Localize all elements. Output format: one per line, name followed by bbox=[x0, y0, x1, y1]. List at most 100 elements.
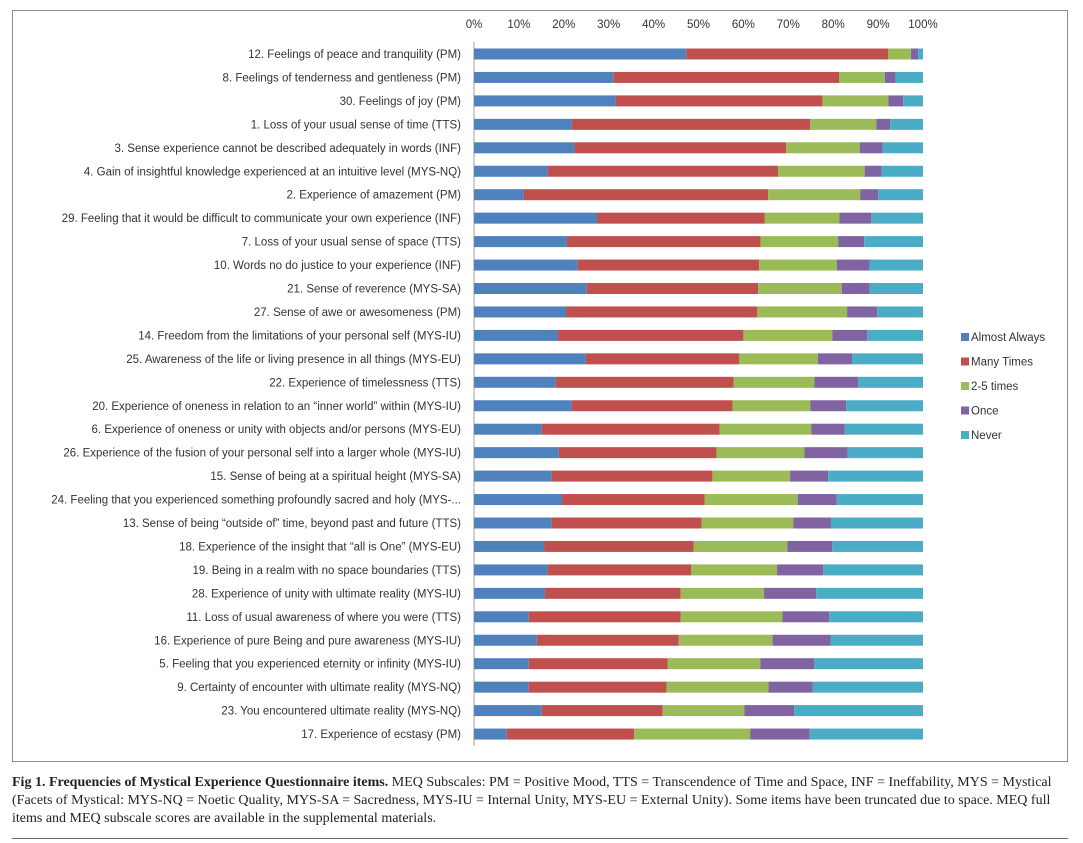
bar-segment-never bbox=[877, 306, 923, 318]
y-category-label: 16. Experience of pure Being and pure aw… bbox=[154, 635, 461, 647]
y-category-label: 2. Experience of amazement (PM) bbox=[287, 190, 462, 202]
bar-segment-almost-always bbox=[474, 283, 587, 294]
bar-segment-almost-always bbox=[474, 165, 548, 177]
x-tick-label: 10% bbox=[507, 19, 530, 31]
bar-segment-once bbox=[760, 658, 815, 670]
bar-segment-2-5-times bbox=[758, 283, 842, 294]
bar-segment-once bbox=[768, 681, 813, 693]
bar-segment-many-times bbox=[574, 142, 787, 154]
bar-segment-never bbox=[882, 142, 923, 154]
bar-segment-almost-always bbox=[474, 236, 567, 248]
bar-segment-2-5-times bbox=[743, 329, 833, 341]
bar-segment-never bbox=[794, 705, 923, 717]
y-category-label: 5. Feeling that you experienced eternity… bbox=[159, 659, 461, 671]
bar-segment-once bbox=[839, 212, 872, 224]
bar-segment-almost-always bbox=[474, 728, 507, 740]
bar-segment-many-times bbox=[544, 540, 694, 552]
bar-segment-never bbox=[836, 494, 923, 506]
bar-segment-almost-always bbox=[474, 212, 598, 224]
y-category-label: 19. Being in a realm with no space bound… bbox=[193, 565, 462, 577]
bar-segment-almost-always bbox=[474, 634, 537, 646]
caption-text: MEQ Subscales: PM = Positive Mood, TTS =… bbox=[12, 775, 1052, 826]
x-tick-label: 90% bbox=[867, 19, 890, 31]
y-category-label: 27. Sense of awe or awesomeness (PM) bbox=[254, 307, 461, 319]
y-category-label: 30. Feelings of joy (PM) bbox=[340, 96, 462, 108]
bar-segment-2-5-times bbox=[719, 423, 812, 435]
bar-segment-never bbox=[812, 681, 923, 693]
bar-segment-never bbox=[890, 118, 923, 130]
x-tick-label: 30% bbox=[597, 19, 620, 31]
legend-swatch bbox=[961, 333, 969, 341]
bar-segment-2-5-times bbox=[839, 71, 885, 83]
bar-segment-many-times bbox=[528, 611, 681, 623]
bar-segment-once bbox=[793, 517, 831, 529]
y-category-label: 24. Feeling that you experienced somethi… bbox=[51, 495, 461, 507]
bar-segment-once bbox=[782, 611, 830, 623]
bar-segment-many-times bbox=[571, 118, 811, 130]
bar-segment-many-times bbox=[566, 306, 758, 318]
bar-segment-many-times bbox=[541, 705, 663, 717]
y-category-label: 4. Gain of insightful knowledge experien… bbox=[84, 166, 461, 178]
y-category-label: 7. Loss of your usual sense of space (TT… bbox=[242, 237, 461, 249]
caption-divider bbox=[12, 838, 1068, 839]
bar-segment-almost-always bbox=[474, 470, 552, 482]
bar-segment-never bbox=[830, 634, 923, 646]
bar-segment-once bbox=[750, 728, 810, 740]
bar-segment-never bbox=[867, 329, 923, 341]
x-tick-label: 20% bbox=[552, 19, 575, 31]
bar-segment-almost-always bbox=[474, 95, 616, 107]
bar-segment-many-times bbox=[566, 236, 761, 248]
bar-segment-never bbox=[846, 400, 923, 412]
bar-segment-many-times bbox=[523, 189, 769, 201]
bar-segment-2-5-times bbox=[716, 447, 805, 459]
y-category-label: 8. Feelings of tenderness and gentleness… bbox=[223, 72, 462, 84]
y-category-label: 20. Experience of oneness in relation to… bbox=[92, 401, 461, 413]
bar-segment-once bbox=[859, 142, 883, 154]
bar-segment-once bbox=[884, 71, 896, 83]
bar-segment-2-5-times bbox=[732, 400, 811, 412]
x-tick-label: 80% bbox=[822, 19, 845, 31]
bar-segment-many-times bbox=[557, 329, 744, 341]
bar-segment-never bbox=[847, 447, 923, 459]
bar-segment-once bbox=[888, 95, 904, 107]
bar-segment-never bbox=[858, 376, 923, 388]
bar-segment-almost-always bbox=[474, 681, 529, 693]
y-category-label: 17. Experience of ecstasy (PM) bbox=[301, 729, 461, 741]
legend-swatch bbox=[961, 382, 969, 390]
legend-swatch bbox=[961, 357, 969, 366]
y-category-label: 28. Experience of unity with ultimate re… bbox=[192, 588, 461, 600]
y-category-label: 25. Awareness of the life or living pres… bbox=[126, 354, 461, 366]
x-tick-label: 0% bbox=[466, 19, 483, 31]
caption-title: Fig 1. Frequencies of Mystical Experienc… bbox=[12, 775, 389, 790]
bar-segment-almost-always bbox=[474, 423, 542, 435]
x-tick-label: 60% bbox=[732, 19, 755, 31]
y-category-label: 21. Sense of reverence (MYS-SA) bbox=[287, 284, 461, 296]
bar-segment-never bbox=[816, 587, 923, 599]
legend-label: 2-5 times bbox=[971, 381, 1019, 393]
bar-segment-almost-always bbox=[474, 306, 567, 318]
bar-segment-almost-always bbox=[474, 400, 572, 412]
bar-segment-2-5-times bbox=[680, 611, 783, 623]
bar-segment-2-5-times bbox=[634, 728, 751, 740]
y-category-label: 9. Certainty of encounter with ultimate … bbox=[177, 682, 461, 694]
bar-segment-once bbox=[811, 423, 845, 435]
bar-segment-never bbox=[829, 611, 923, 623]
legend-swatch bbox=[961, 431, 969, 439]
bar-segment-2-5-times bbox=[712, 470, 791, 482]
bar-segment-almost-always bbox=[474, 564, 548, 576]
bar-segment-many-times bbox=[558, 447, 717, 459]
y-category-label: 12. Feelings of peace and tranquility (P… bbox=[248, 49, 461, 61]
bar-segment-2-5-times bbox=[691, 564, 778, 576]
bar-segment-many-times bbox=[586, 283, 759, 294]
bar-segment-2-5-times bbox=[777, 165, 865, 177]
stacked-bar-chart: 0% 10% 20% 30% 40% 50% 60% 70% 80% 90% 100% 12. Fee… bbox=[51, 19, 1045, 747]
y-category-label: 15. Sense of being at a spiritual height… bbox=[210, 471, 461, 483]
bar-segment-never bbox=[809, 728, 923, 740]
x-tick-label: 70% bbox=[777, 19, 800, 31]
y-category-label: 10. Words no do justice to your experien… bbox=[214, 260, 461, 272]
bar-segment-almost-always bbox=[474, 189, 524, 201]
bar-segment-many-times bbox=[571, 400, 733, 412]
bar-segment-never bbox=[844, 423, 923, 435]
bar-segment-once bbox=[832, 329, 868, 341]
bar-segment-almost-always bbox=[474, 540, 545, 552]
